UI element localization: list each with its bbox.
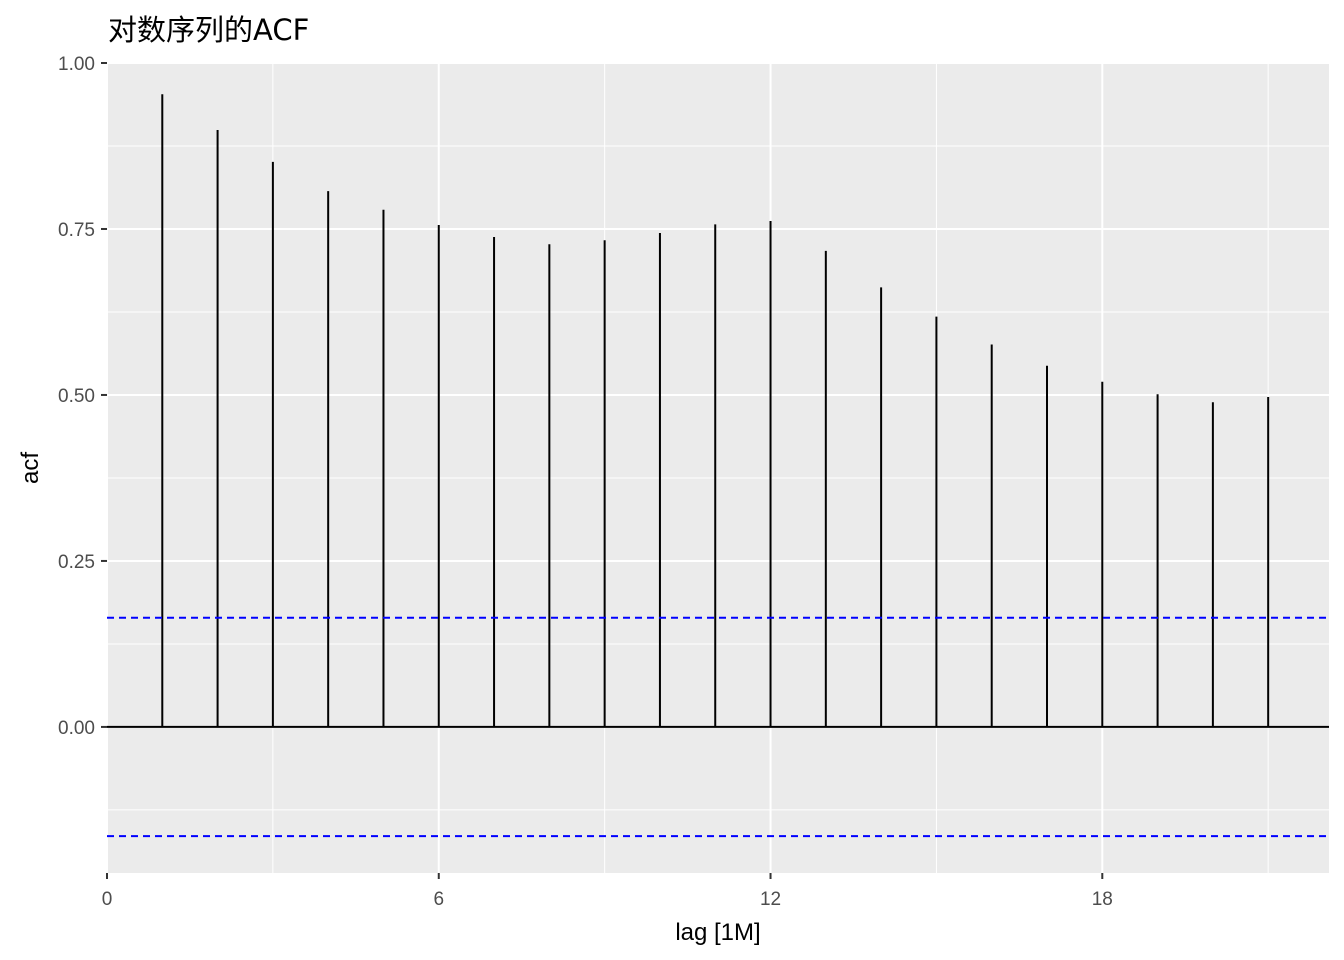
y-tick-label: 0.50 bbox=[58, 386, 95, 407]
y-axis: 0.00 0.25 0.50 0.75 1.00 bbox=[58, 54, 107, 739]
x-tick-label: 6 bbox=[433, 889, 444, 910]
acf-spikes bbox=[161, 94, 1270, 727]
x-tick-label: 0 bbox=[102, 889, 113, 910]
x-tick-label: 18 bbox=[1092, 889, 1113, 910]
plot-panel bbox=[107, 63, 1329, 873]
y-tick-label: 0.75 bbox=[58, 220, 95, 241]
x-axis: 0 6 12 18 bbox=[102, 873, 1113, 910]
chart-title: 对数序列的ACF bbox=[108, 13, 309, 47]
y-tick-label: 1.00 bbox=[58, 54, 95, 75]
y-tick-label: 0.25 bbox=[58, 552, 95, 573]
y-tick-label: 0.00 bbox=[58, 718, 95, 739]
x-tick-label: 12 bbox=[760, 889, 781, 910]
x-axis-title: lag [1M] bbox=[675, 919, 760, 946]
y-axis-title: acf bbox=[17, 452, 44, 484]
